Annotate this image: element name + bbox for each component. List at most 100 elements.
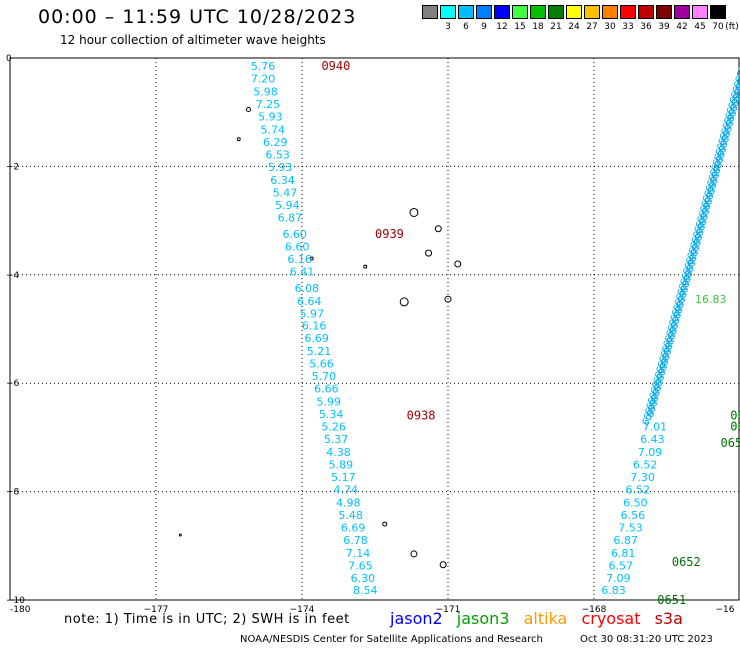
- legend-swatch: [530, 5, 546, 19]
- wave-height-label: 6.60: [282, 228, 307, 241]
- timestamp-text: Oct 30 08:31:20 UTC 2023: [580, 634, 713, 645]
- legend-label: 70: [712, 22, 724, 32]
- legend-label: 3: [445, 22, 451, 32]
- wave-height-label: 16.83: [695, 293, 727, 306]
- wave-height-label: 6.69: [304, 332, 329, 345]
- island: [409, 207, 419, 217]
- legend-swatch: [638, 5, 654, 19]
- legend-swatch: [692, 5, 708, 19]
- wave-height-label: 6.56: [621, 509, 646, 522]
- wave-height-label: 6.66: [314, 383, 339, 396]
- island: [363, 264, 368, 269]
- legend-swatch: [656, 5, 672, 19]
- wave-height-label: 5.26: [321, 421, 346, 434]
- wave-height-label: 6.43: [640, 433, 665, 446]
- y-tick-label: 0: [6, 54, 12, 64]
- x-tick-label: −171: [436, 605, 461, 615]
- legend-label: 39: [658, 22, 670, 32]
- legend-swatch: [602, 5, 618, 19]
- wave-height-label: 4.74: [334, 483, 359, 496]
- x-tick-label: −177: [144, 605, 169, 615]
- island: [425, 249, 433, 257]
- legend-label: 24: [568, 22, 580, 32]
- wave-height-label: 6.53: [265, 148, 290, 161]
- legend-unit: (ft): [725, 22, 739, 32]
- sat-jason2: jason2: [390, 609, 443, 628]
- legend-swatch: [458, 5, 474, 19]
- legend-swatch: [494, 5, 510, 19]
- wave-height-label: 6.57: [609, 559, 634, 572]
- note-text: note: 1) Time is in UTC; 2) SWH is in fe…: [64, 612, 350, 627]
- pass-time-label: 0652: [672, 555, 701, 569]
- island: [245, 106, 251, 112]
- pass-time-label: 0939: [375, 227, 404, 241]
- legend-label: 18: [532, 22, 544, 32]
- island: [410, 550, 418, 558]
- legend-label: 33: [622, 22, 634, 32]
- pass-time-label: 0940: [321, 59, 350, 73]
- pass-time-label: 0653: [730, 409, 740, 423]
- east-track-band: 6.86.86.86.86.86.86.86.86.86.86.86.86.86…: [640, 51, 740, 428]
- wave-height-label: 5.37: [324, 433, 349, 446]
- island: [178, 533, 182, 537]
- wave-height-label: 4.98: [336, 496, 361, 509]
- y-tick-label: −2: [6, 162, 19, 172]
- map-title: 00:00 – 11:59 UTC 10/28/2023: [38, 6, 357, 28]
- x-tick-label: −168: [582, 605, 607, 615]
- legend-swatch: [440, 5, 456, 19]
- legend-label: 45: [694, 22, 706, 32]
- pass-time-label: 0651: [657, 593, 686, 607]
- east-track-glyph: 6.8: [724, 103, 740, 122]
- east-track-glyph: 6.8: [729, 82, 740, 101]
- y-tick-label: −6: [6, 379, 20, 389]
- wave-height-label: 6.41: [290, 266, 315, 279]
- wave-height-label: 8.54: [353, 584, 378, 597]
- island: [439, 561, 447, 569]
- east-track-glyph: 6.8: [736, 56, 740, 75]
- wave-height-label: 6.08: [295, 282, 320, 295]
- x-tick-label: -180: [10, 605, 31, 615]
- pass-time-label: 0938: [407, 409, 436, 423]
- satellite-legend: jason2 jason3 altika cryosat s3a: [390, 609, 692, 628]
- sat-altika: altika: [523, 609, 568, 628]
- wave-height-label: 5.94: [275, 199, 300, 212]
- legend-label: 21: [550, 22, 562, 32]
- legend-label: 15: [514, 22, 526, 32]
- wave-height-label: 5.99: [317, 396, 342, 409]
- legend-label: 30: [604, 22, 616, 32]
- wave-height-label: 6.16: [302, 320, 327, 333]
- east-track-glyph: 6.8: [731, 77, 740, 96]
- wave-height-label: 5.66: [309, 358, 334, 371]
- legend-swatch: [566, 5, 582, 19]
- wave-height-label: 6.87: [278, 211, 303, 224]
- island: [382, 521, 388, 527]
- legend-label: 9: [481, 22, 487, 32]
- wave-height-label: 6.69: [341, 521, 366, 534]
- legend-swatch: [710, 5, 726, 19]
- wave-height-label: 7.65: [348, 559, 373, 572]
- wave-height-label: 7.30: [630, 471, 655, 484]
- wave-height-label: 5.97: [299, 307, 324, 320]
- wave-height-label: 4.38: [326, 446, 351, 459]
- x-tick-label: −16: [716, 605, 735, 615]
- wave-height-label: 6.50: [623, 496, 648, 509]
- legend-swatch: [548, 5, 564, 19]
- island: [309, 256, 314, 261]
- wave-height-label: 5.21: [307, 345, 332, 358]
- wave-height-label: 5.70: [312, 370, 337, 383]
- legend-label: 12: [496, 22, 508, 32]
- wave-height-label: 7.25: [256, 98, 281, 111]
- east-track-glyph: 6.8: [735, 61, 740, 80]
- y-tick-label: −10: [6, 596, 25, 606]
- wave-height-label: 5.34: [319, 408, 344, 421]
- wave-height-label: 5.17: [331, 471, 356, 484]
- wave-height-label: 5.93: [268, 161, 293, 174]
- wave-height-label: 5.74: [261, 124, 286, 137]
- wave-height-label: 7.53: [618, 521, 643, 534]
- wave-height-label: 5.89: [329, 459, 354, 472]
- island: [236, 137, 241, 142]
- credit-text: NOAA/NESDIS Center for Satellite Applica…: [240, 634, 543, 645]
- map-frame: [9, 57, 740, 601]
- pass-time-label: 0653: [730, 420, 740, 434]
